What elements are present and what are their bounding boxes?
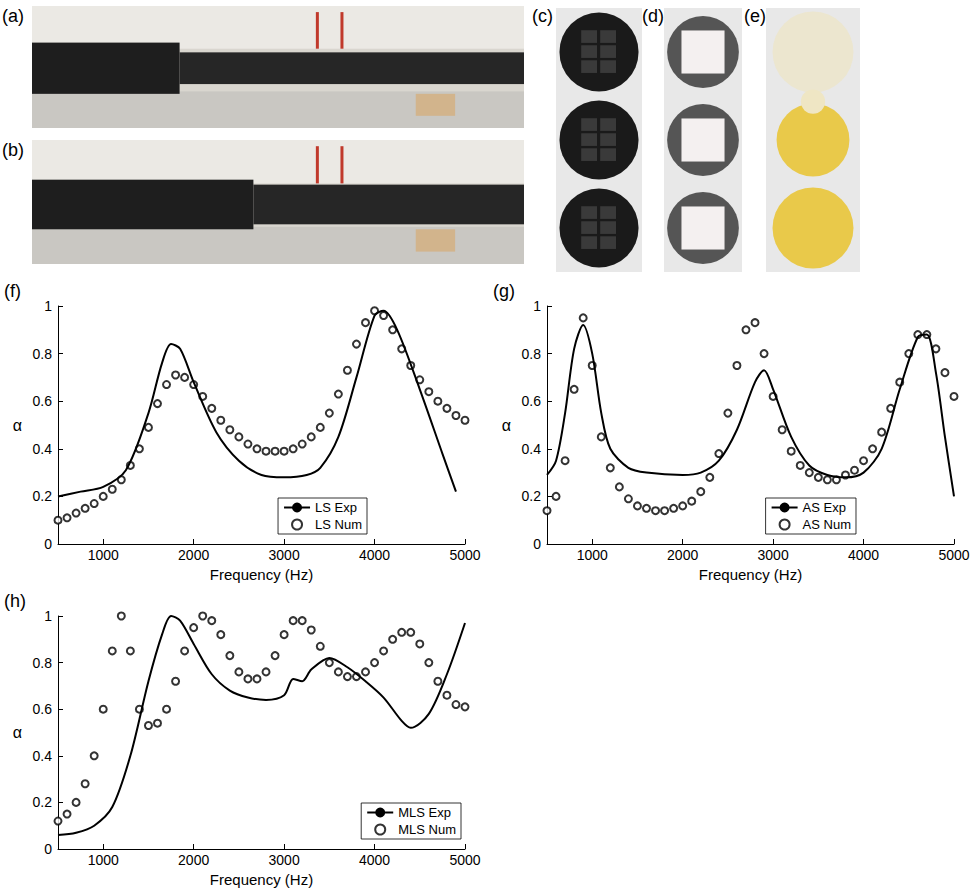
svg-text:Frequency (Hz): Frequency (Hz) (210, 566, 313, 583)
svg-text:1: 1 (44, 608, 52, 624)
svg-text:α: α (502, 417, 511, 434)
svg-text:Frequency (Hz): Frequency (Hz) (210, 871, 313, 888)
svg-text:AS Exp: AS Exp (803, 500, 846, 515)
svg-text:2000: 2000 (667, 547, 698, 563)
svg-text:0.2: 0.2 (33, 794, 53, 810)
svg-text:α: α (13, 417, 22, 434)
svg-text:2000: 2000 (178, 852, 209, 868)
svg-text:1: 1 (533, 298, 541, 314)
svg-text:3000: 3000 (269, 547, 300, 563)
svg-text:4000: 4000 (359, 852, 390, 868)
svg-text:MLS Num: MLS Num (398, 822, 456, 837)
svg-text:5000: 5000 (449, 547, 480, 563)
svg-text:(g): (g) (493, 281, 515, 301)
svg-text:2000: 2000 (178, 547, 209, 563)
svg-text:(e): (e) (744, 6, 766, 26)
svg-text:0.4: 0.4 (33, 441, 53, 457)
svg-text:0.4: 0.4 (522, 441, 542, 457)
svg-text:0.8: 0.8 (522, 346, 542, 362)
svg-text:Frequency (Hz): Frequency (Hz) (699, 566, 802, 583)
svg-text:(b): (b) (2, 140, 24, 160)
svg-text:5000: 5000 (938, 547, 969, 563)
svg-text:LS Exp: LS Exp (315, 500, 357, 515)
svg-text:0.2: 0.2 (522, 488, 542, 504)
svg-text:0.8: 0.8 (33, 655, 53, 671)
svg-text:1000: 1000 (88, 547, 119, 563)
svg-text:0: 0 (44, 841, 52, 857)
svg-text:AS Num: AS Num (803, 517, 851, 532)
svg-text:(a): (a) (2, 6, 24, 26)
svg-text:0.6: 0.6 (522, 393, 542, 409)
svg-text:0: 0 (44, 536, 52, 552)
svg-text:0.6: 0.6 (33, 393, 53, 409)
svg-text:(f): (f) (4, 281, 21, 301)
svg-text:5000: 5000 (449, 852, 480, 868)
svg-text:(c): (c) (532, 6, 553, 26)
svg-text:3000: 3000 (269, 852, 300, 868)
svg-text:MLS Exp: MLS Exp (398, 805, 451, 820)
svg-text:4000: 4000 (359, 547, 390, 563)
svg-text:0.6: 0.6 (33, 701, 53, 717)
svg-text:4000: 4000 (848, 547, 879, 563)
svg-text:1000: 1000 (577, 547, 608, 563)
svg-text:0: 0 (533, 536, 541, 552)
svg-text:0.2: 0.2 (33, 488, 53, 504)
svg-text:1000: 1000 (88, 852, 119, 868)
svg-text:(d): (d) (642, 6, 664, 26)
svg-text:3000: 3000 (758, 547, 789, 563)
svg-text:0.8: 0.8 (33, 346, 53, 362)
svg-text:1: 1 (44, 298, 52, 314)
svg-text:0.4: 0.4 (33, 748, 53, 764)
svg-text:α: α (13, 724, 22, 741)
svg-text:LS Num: LS Num (315, 517, 362, 532)
svg-text:(h): (h) (4, 591, 26, 611)
